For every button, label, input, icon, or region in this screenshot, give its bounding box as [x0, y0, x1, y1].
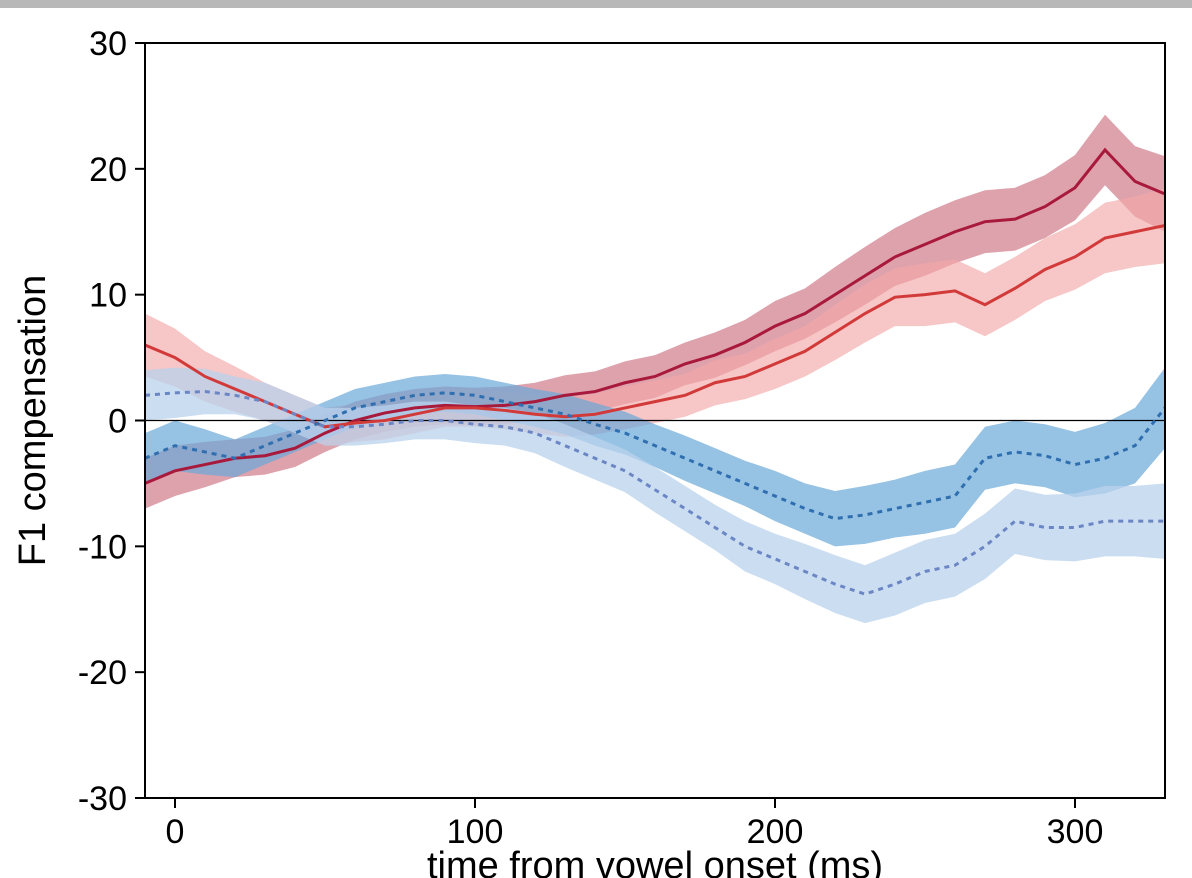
figure-frame: 0100200300-30-20-100102030time from vowe…	[0, 0, 1192, 878]
x-tick-label: 0	[166, 813, 185, 851]
chart-container: 0100200300-30-20-100102030time from vowe…	[0, 8, 1192, 878]
y-tick-label: 0	[108, 403, 127, 441]
y-tick-label: -20	[78, 654, 127, 692]
y-tick-label: 20	[89, 151, 127, 189]
y-tick-label: -10	[78, 528, 127, 566]
x-axis-title: time from vowel onset (ms)	[427, 845, 883, 878]
y-tick-label: -30	[78, 780, 127, 818]
y-axis-title: F1 compensation	[12, 275, 54, 567]
x-tick-label: 300	[1047, 813, 1104, 851]
y-tick-label: 30	[89, 25, 127, 63]
y-tick-label: 10	[89, 277, 127, 315]
line-chart: 0100200300-30-20-100102030time from vowe…	[0, 8, 1192, 878]
